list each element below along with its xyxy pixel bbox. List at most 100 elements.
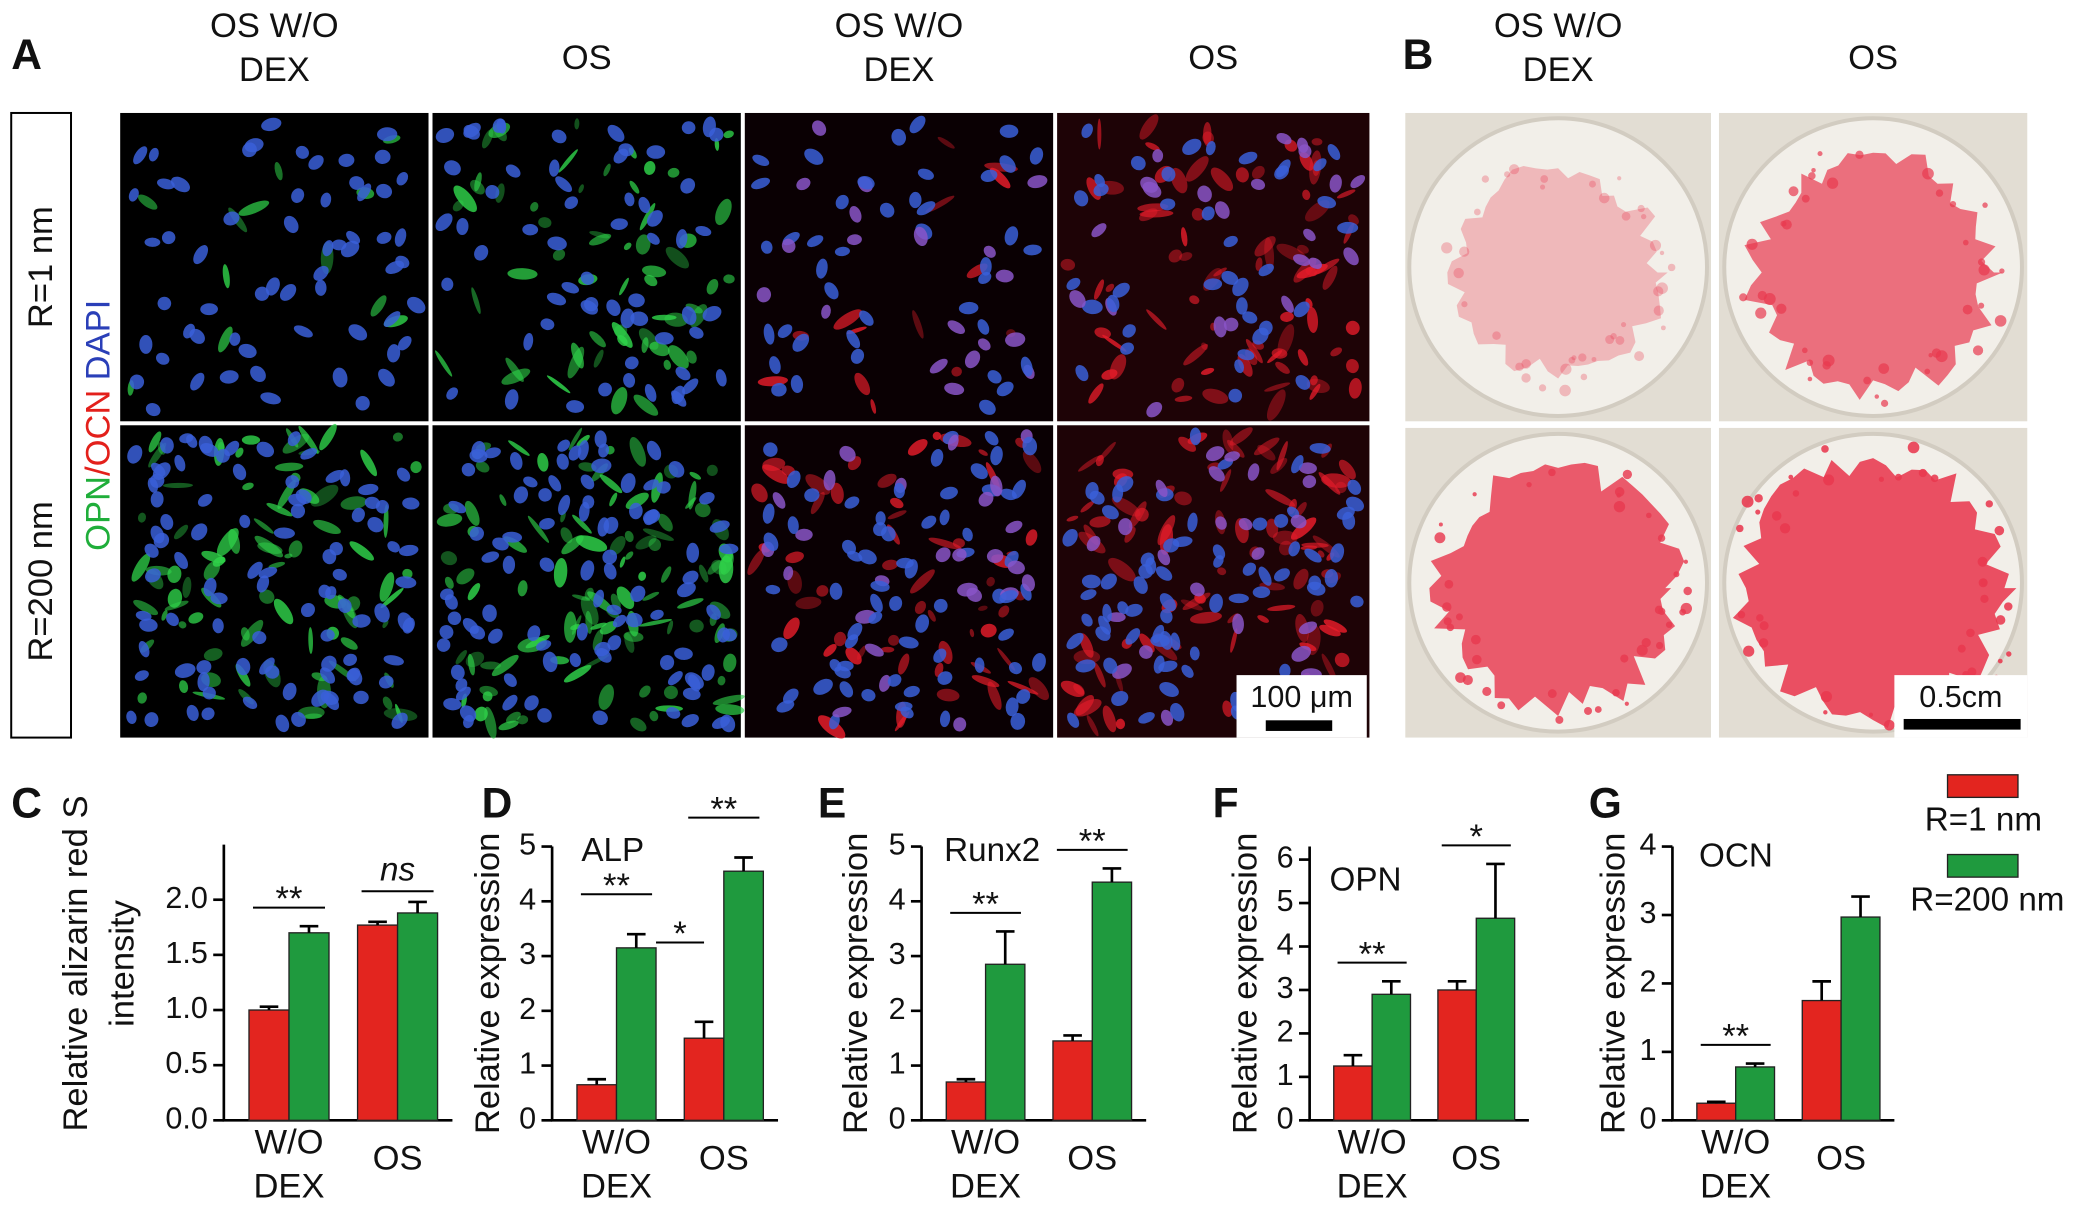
stain-speck [1895,473,1902,481]
stain-blob [649,341,670,357]
nucleus [444,594,458,610]
nucleus [1125,603,1143,617]
nucleus [952,548,967,562]
stain-blob [1098,441,1116,462]
stain-blob [382,696,393,710]
y-tick-label: 4 [1639,828,1656,862]
nucleus [482,604,497,622]
nucleus [469,449,488,463]
stain-blob [712,694,745,706]
nucleus [155,352,170,365]
stain-blob [1191,208,1204,221]
stain-blob [530,202,539,212]
nucleus [1215,516,1227,530]
nucleus [979,399,996,415]
stain-speck [1472,492,1477,497]
stain-blob [434,350,453,377]
nucleus [646,145,666,159]
nucleus [546,292,567,306]
stain-speck [1982,202,1988,208]
nucleus [990,475,1003,497]
stain-speck [1779,523,1791,534]
nucleus [1101,505,1119,520]
nucleus [1023,244,1042,256]
nucleus [1152,149,1164,163]
stain-speck [1444,579,1454,589]
stain-blob [1346,359,1359,374]
nucleus [990,446,1003,466]
stain-blob [698,564,709,583]
stain-speck [1434,532,1446,544]
nucleus [752,154,770,166]
stain-blob [310,484,339,507]
nucleus [340,240,360,258]
stain-blob [1073,649,1101,665]
stain-blob [823,643,837,657]
nucleus [674,647,693,660]
stain-blob [639,203,656,231]
stain-speck [1589,180,1596,188]
stain-blob [928,537,962,550]
nucleus [1160,198,1176,211]
error-bar [1382,979,1401,995]
nucleus [974,657,985,673]
stain-blob [1102,334,1127,352]
nucleus [1146,401,1163,418]
nucleus [1298,462,1317,474]
stain-blob [639,685,651,698]
stain-blob [1189,611,1222,624]
stain-blob [440,551,458,566]
stain-speck [1995,615,2006,625]
stain-speck [1788,474,1794,480]
nucleus [675,366,691,381]
panel-label: A [11,32,42,79]
stain-speck [1788,186,1799,197]
nucleus [260,392,281,405]
micrograph [432,425,745,739]
stain-blob [558,149,578,173]
stain-blob [1334,652,1350,668]
nucleus [1205,140,1216,156]
stain-speck [1907,441,1920,454]
stain-blob [1210,167,1234,192]
nucleus [290,503,306,519]
nucleus [947,320,965,334]
stain-speck [1653,305,1664,316]
nucleus [781,238,796,253]
nucleus [681,714,699,728]
stain-speck [1737,610,1746,619]
nucleus [894,701,913,712]
text-line: OS W/O [210,7,339,45]
nucleus [522,223,539,236]
stain-speck [1521,373,1531,383]
text-line: intensity [103,899,141,1026]
stain-blob [1178,436,1197,452]
stain-blob [1073,683,1085,695]
nucleus [835,194,849,210]
chart-title: ALP [581,832,644,869]
bar [1091,881,1133,1121]
stain-speck [1610,333,1617,340]
nucleus [763,442,778,457]
stain-blob [1145,142,1160,151]
nucleus [891,128,907,146]
stain-blob [455,650,467,665]
error-bar [734,856,753,872]
nucleus [538,488,552,502]
nucleus [1336,506,1355,520]
nucleus [1027,175,1048,189]
chart-title: OPN [1330,861,1402,898]
stain-blob [480,661,501,670]
y-tick-label: 1 [1277,1058,1294,1092]
bar [248,1009,290,1121]
nucleus [1223,317,1239,332]
nucleus [646,440,662,461]
stain-area [1732,458,2017,729]
stain-blob [663,359,672,370]
nucleus [823,470,836,491]
stain-blob [257,542,283,554]
nucleus [1251,547,1265,560]
chart-title: OCN [1699,837,1773,874]
nucleus [1205,446,1225,462]
nucleus [676,229,688,249]
